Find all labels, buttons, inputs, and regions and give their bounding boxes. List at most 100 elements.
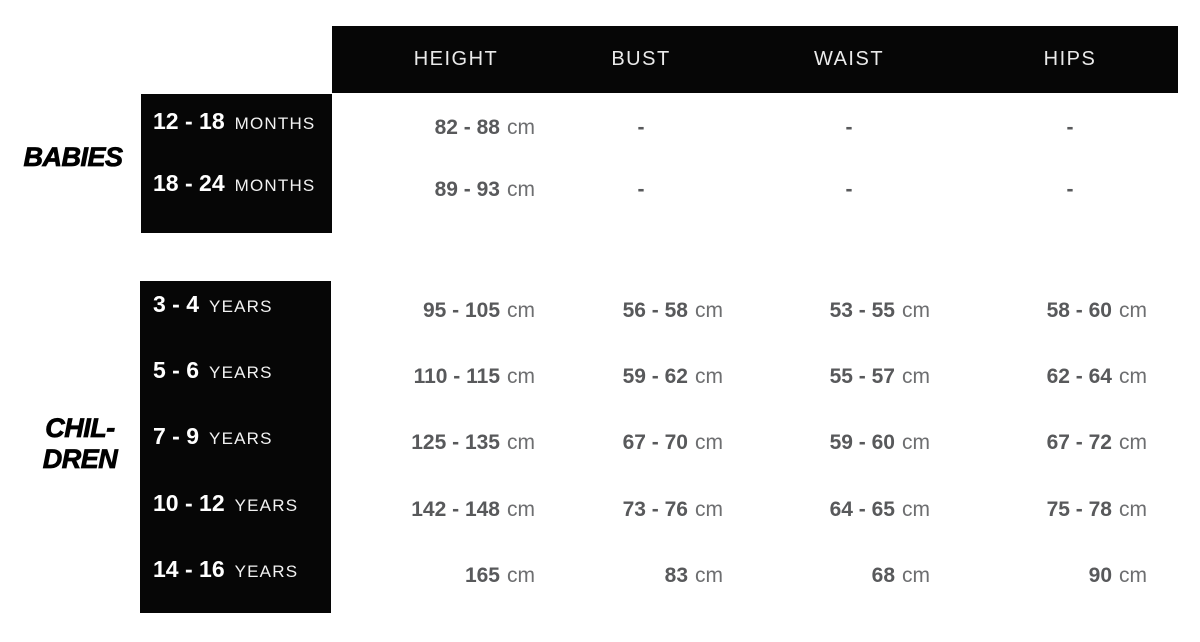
value-range: 83 xyxy=(664,564,688,587)
unit-label: cm xyxy=(507,431,535,454)
bust-value-cell: 59 - 62 cm xyxy=(623,355,723,399)
age-unit-label: YEARS xyxy=(209,297,273,316)
unit-label: cm xyxy=(1119,498,1147,521)
age-cell: 5 - 6 YEARS xyxy=(153,348,273,392)
unit-label: cm xyxy=(695,365,723,388)
hips-value-cell: 75 - 78 cm xyxy=(1047,488,1147,532)
column-header-hips: HIPS xyxy=(1043,48,1097,70)
waist-value-cell: 59 - 60 cm xyxy=(830,421,930,465)
waist-value-cell: 55 - 57 cm xyxy=(830,355,930,399)
unit-label: cm xyxy=(902,498,930,521)
babies-age-box xyxy=(141,94,332,233)
group-label-text: CHIL- xyxy=(45,413,116,444)
bust-value-cell: - xyxy=(637,178,645,201)
waist-value-cell: 53 - 55 cm xyxy=(830,289,930,333)
unit-label: cm xyxy=(507,116,535,139)
group-label-text: DREN xyxy=(42,444,118,475)
value-range: 110 - 115 xyxy=(413,365,500,388)
unit-label: cm xyxy=(695,299,723,322)
value-range: 67 - 72 xyxy=(1046,431,1112,454)
age-cell: 3 - 4 YEARS xyxy=(153,282,273,326)
column-header-bust: BUST xyxy=(611,48,671,70)
unit-label: cm xyxy=(507,365,535,388)
unit-label: cm xyxy=(1119,431,1147,454)
age-unit-label: YEARS xyxy=(234,562,299,581)
value-range: 75 - 78 xyxy=(1046,498,1112,521)
value-range: 59 - 62 xyxy=(622,365,688,388)
group-label-text: BABIES xyxy=(23,142,123,173)
height-value-cell: 125 - 135 cm xyxy=(411,421,535,465)
value-range: 142 - 148 xyxy=(411,498,500,521)
bust-value-cell: 56 - 58 cm xyxy=(623,289,723,333)
age-cell: 12 - 18 MONTHS xyxy=(153,99,315,143)
age-range: 5 - 6 xyxy=(153,357,200,383)
waist-value-cell: - xyxy=(845,178,853,201)
table-row: 18 - 24 MONTHS 89 - 93 cm - - - xyxy=(0,168,1200,212)
waist-value-cell: 64 - 65 cm xyxy=(830,488,930,532)
value-range: 62 - 64 xyxy=(1046,365,1112,388)
age-unit-label: YEARS xyxy=(209,429,273,448)
height-value-cell: 89 - 93 cm xyxy=(435,168,535,212)
hips-value-cell: - xyxy=(1066,178,1074,201)
age-range: 12 - 18 xyxy=(153,108,225,134)
age-unit-label: YEARS xyxy=(234,496,299,515)
value-range: 56 - 58 xyxy=(622,299,688,322)
value-range: 95 - 105 xyxy=(422,299,500,322)
hips-value-cell: - xyxy=(1066,116,1074,139)
value-range: 82 - 88 xyxy=(434,116,500,139)
table-row: 12 - 18 MONTHS 82 - 88 cm - - - xyxy=(0,106,1200,150)
value-range: 89 - 93 xyxy=(434,178,500,201)
unit-label: cm xyxy=(695,498,723,521)
age-unit-label: MONTHS xyxy=(234,114,316,133)
height-value-cell: 142 - 148 cm xyxy=(411,488,535,532)
age-cell: 18 - 24 MONTHS xyxy=(153,161,315,205)
unit-label: cm xyxy=(695,431,723,454)
age-range: 3 - 4 xyxy=(153,291,200,317)
group-label-children: CHIL- DREN xyxy=(0,413,160,475)
unit-label: cm xyxy=(507,299,535,322)
age-range: 10 - 12 xyxy=(153,490,225,516)
age-range: 14 - 16 xyxy=(153,556,225,582)
age-range: 18 - 24 xyxy=(153,170,225,196)
age-range: 7 - 9 xyxy=(153,423,200,449)
unit-label: cm xyxy=(1119,365,1147,388)
value-range: 67 - 70 xyxy=(622,431,688,454)
value-range: 73 - 76 xyxy=(622,498,688,521)
value-range: 53 - 55 xyxy=(829,299,895,322)
height-value-cell: 165 cm xyxy=(465,554,535,598)
bust-value-cell: 73 - 76 cm xyxy=(623,488,723,532)
waist-value-cell: 68 cm xyxy=(872,554,930,598)
value-range: 165 xyxy=(464,564,500,587)
group-label-babies: BABIES xyxy=(0,142,146,173)
age-cell: 7 - 9 YEARS xyxy=(153,414,273,458)
age-cell: 14 - 16 YEARS xyxy=(153,547,298,591)
table-row: 3 - 4 YEARS 95 - 105 cm 56 - 58 cm 53 - 55 c… xyxy=(0,289,1200,333)
unit-label: cm xyxy=(507,564,535,587)
value-range: 90 xyxy=(1088,564,1112,587)
age-unit-label: YEARS xyxy=(209,363,273,382)
column-header-height: HEIGHT xyxy=(413,48,499,70)
value-range: 55 - 57 xyxy=(829,365,895,388)
hips-value-cell: 90 cm xyxy=(1089,554,1147,598)
column-header-waist: WAIST xyxy=(813,48,885,70)
unit-label: cm xyxy=(902,564,930,587)
height-value-cell: 110 - 115 cm xyxy=(414,355,535,399)
table-row: 10 - 12 YEARS 142 - 148 cm 73 - 76 cm 64 - … xyxy=(0,488,1200,532)
unit-label: cm xyxy=(902,299,930,322)
table-header-bar: HEIGHT BUST WAIST HIPS xyxy=(332,26,1178,93)
height-value-cell: 95 - 105 cm xyxy=(423,289,535,333)
children-age-box xyxy=(140,281,331,613)
unit-label: cm xyxy=(507,178,535,201)
table-row: 7 - 9 YEARS 125 - 135 cm 67 - 70 cm 59 - 60… xyxy=(0,421,1200,465)
unit-label: cm xyxy=(507,498,535,521)
value-range: 59 - 60 xyxy=(829,431,895,454)
table-row: 14 - 16 YEARS 165 cm 83 cm 68 cm 90 cm xyxy=(0,554,1200,598)
bust-value-cell: - xyxy=(637,116,645,139)
unit-label: cm xyxy=(902,431,930,454)
hips-value-cell: 67 - 72 cm xyxy=(1047,421,1147,465)
hips-value-cell: 58 - 60 cm xyxy=(1047,289,1147,333)
unit-label: cm xyxy=(1119,299,1147,322)
table-row: 5 - 6 YEARS 110 - 115 cm 59 - 62 cm 55 - 57… xyxy=(0,355,1200,399)
hips-value-cell: 62 - 64 cm xyxy=(1047,355,1147,399)
